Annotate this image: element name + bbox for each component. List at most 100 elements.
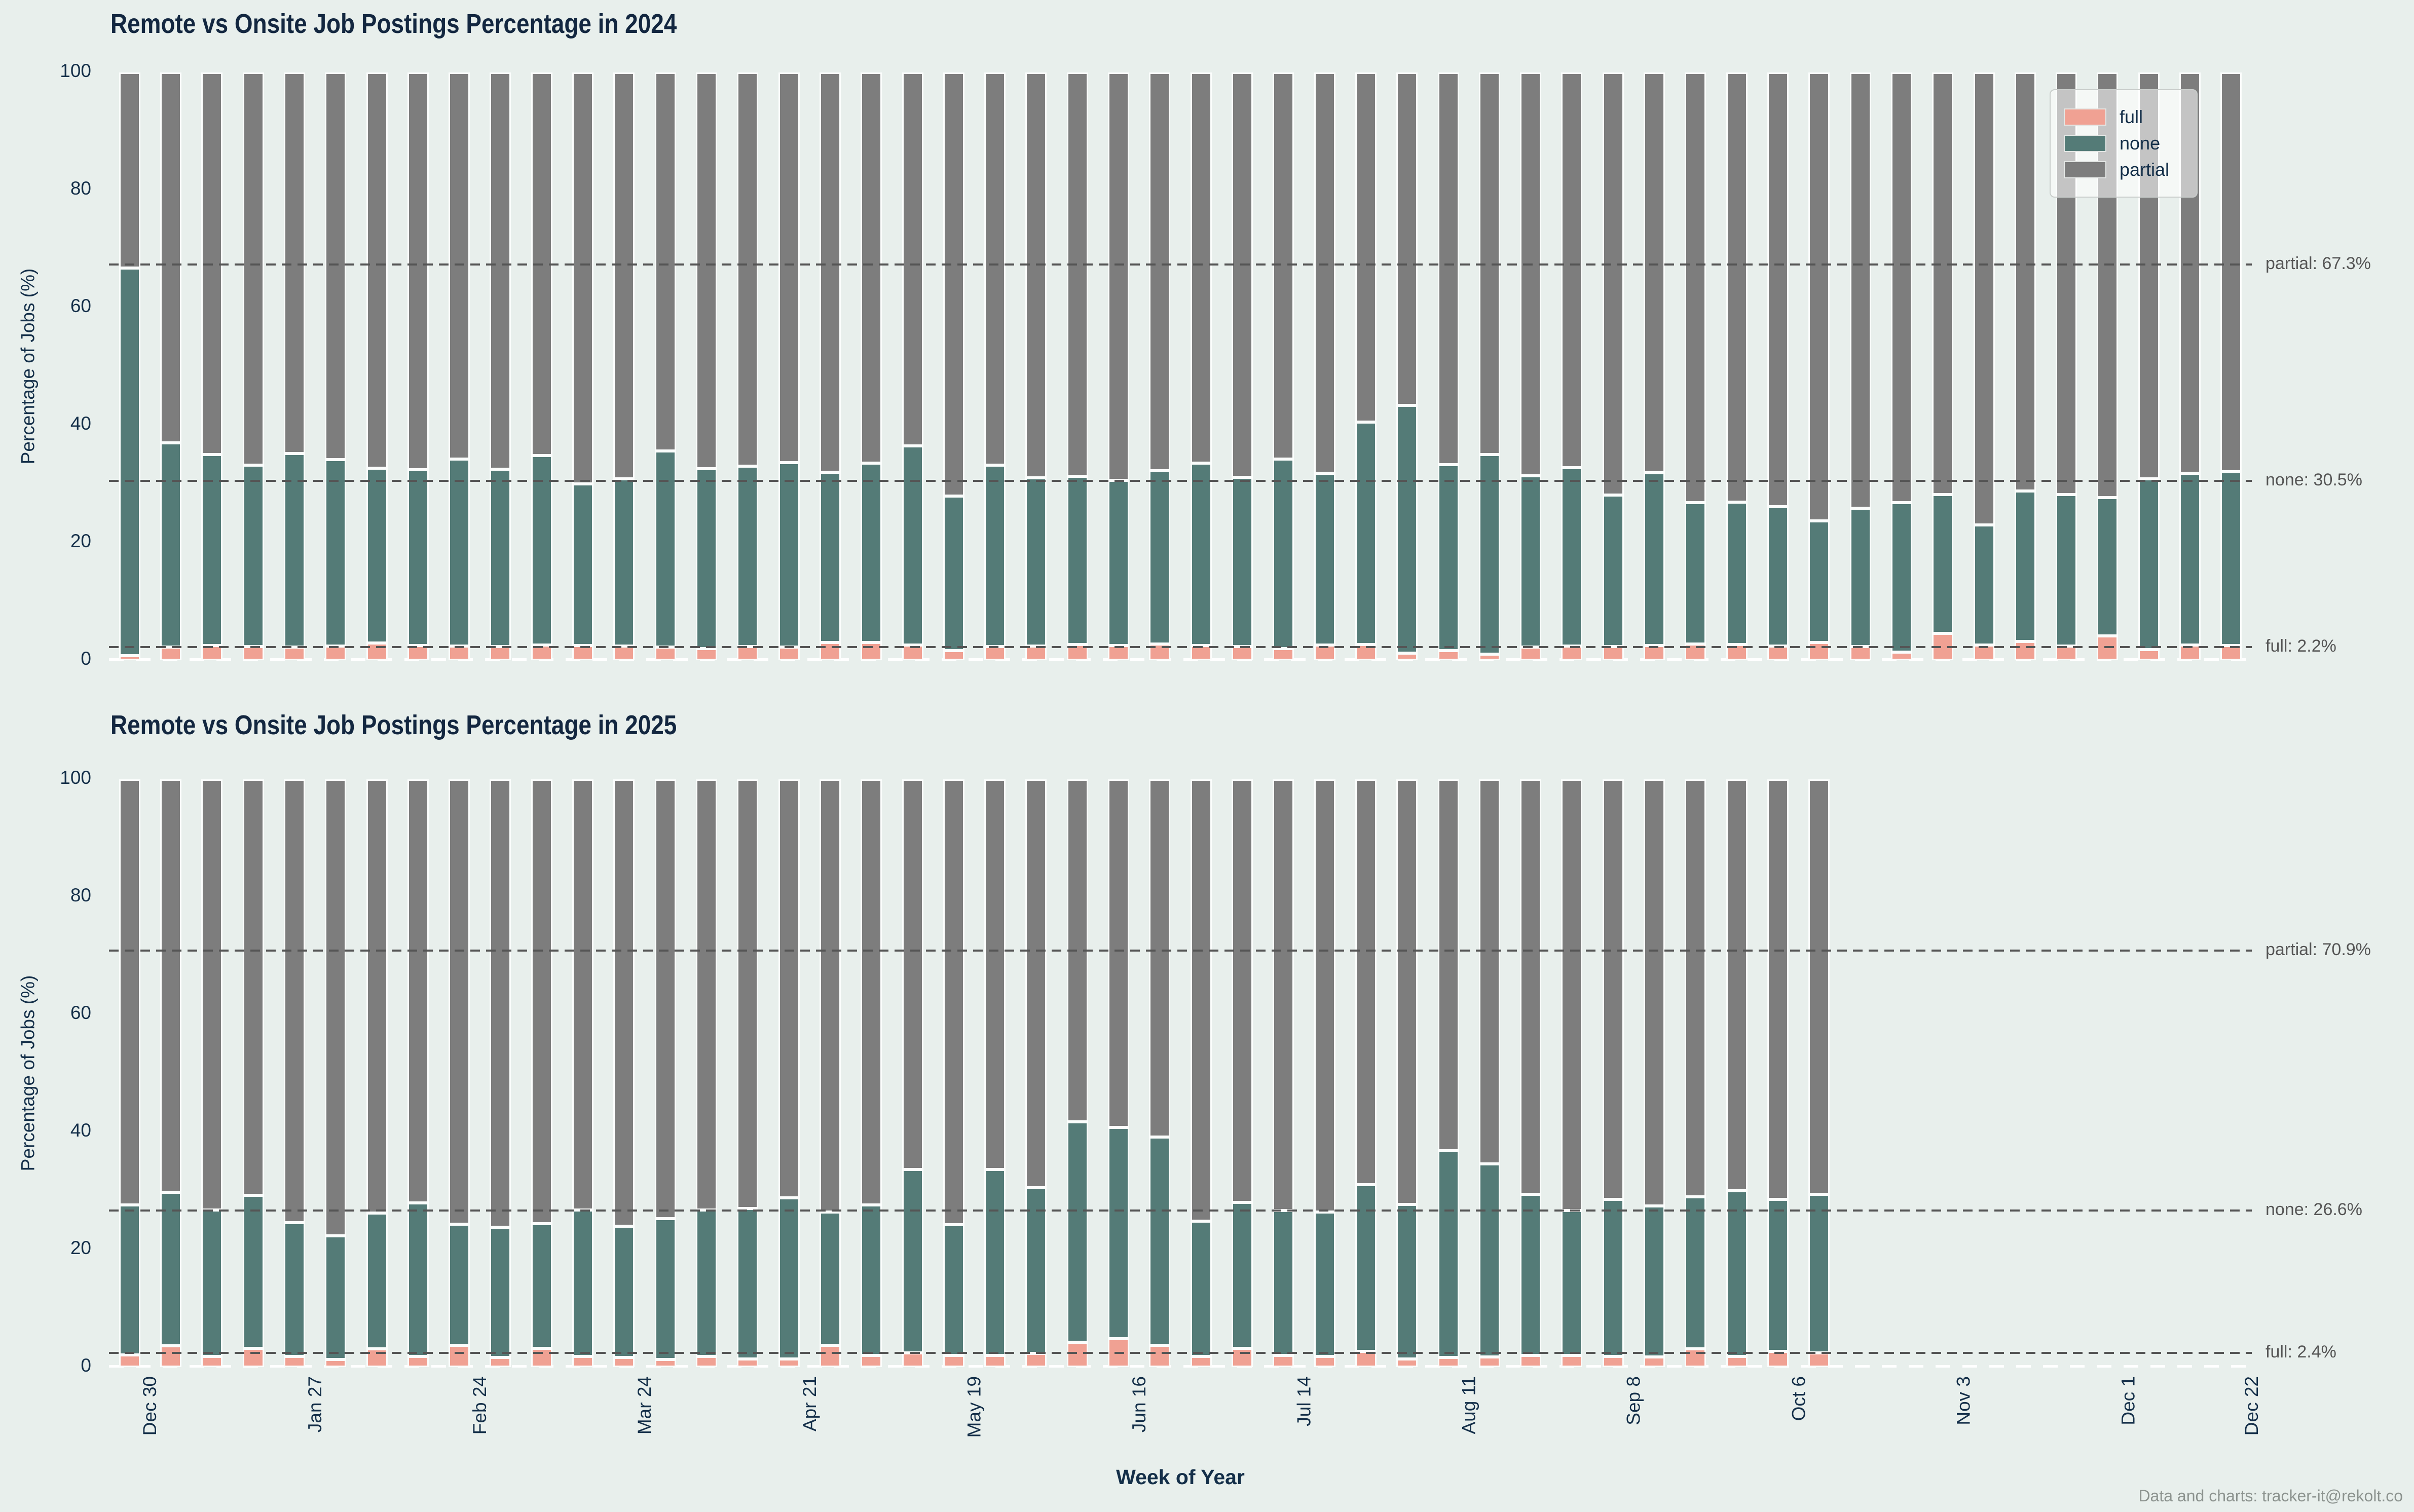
partial-bar-segment [1149, 779, 1170, 1138]
none-bar-segment [696, 1210, 717, 1357]
partial-bar-segment [572, 72, 593, 484]
partial-bar-segment [1396, 72, 1418, 405]
none-bar-segment [284, 1222, 305, 1357]
legend-swatch-partial [2064, 161, 2106, 178]
partial-bar-segment [737, 779, 758, 1208]
partial-bar-segment [449, 779, 470, 1225]
full-bar-segment [1273, 1355, 1294, 1367]
none-bar-segment [1767, 1199, 1789, 1351]
full-bar-segment [1314, 1356, 1335, 1367]
full-bar-segment [243, 647, 264, 660]
y-tick-label: 60 [70, 295, 91, 316]
none-bar-segment [1149, 471, 1170, 644]
partial-bar-segment [1191, 779, 1212, 1222]
annotation-label-partial: partial: 67.3% [2266, 254, 2371, 274]
none-bar-segment [1232, 477, 1253, 647]
partial-bar-segment [696, 72, 717, 469]
none-bar-segment [1932, 494, 1953, 633]
y-tick-label: 100 [60, 767, 91, 788]
full-bar-segment [984, 647, 1006, 660]
partial-bar-segment [325, 72, 346, 460]
annotation-label-full: full: 2.2% [2266, 636, 2336, 656]
full-bar-segment [1438, 1357, 1459, 1367]
partial-bar-segment [1232, 72, 1253, 478]
partial-bar-segment [284, 72, 305, 453]
full-bar-segment [984, 1355, 1006, 1367]
none-bar-segment [1396, 1204, 1418, 1359]
none-bar-segment [160, 442, 181, 648]
partial-bar-segment [696, 779, 717, 1211]
partial-bar-segment [201, 72, 222, 455]
none-bar-segment [407, 1203, 429, 1357]
none-bar-segment [1520, 475, 1541, 648]
partial-bar-segment [778, 779, 800, 1198]
none-bar-segment [449, 459, 470, 647]
full-bar-segment [2015, 641, 2036, 660]
full-bar-segment [201, 1356, 222, 1367]
none-bar-segment [1603, 495, 1624, 647]
none-bar-segment [778, 463, 800, 648]
none-bar-segment [366, 1213, 388, 1349]
y-tick-label: 40 [70, 413, 91, 434]
partial-bar-segment [1767, 72, 1789, 507]
none-bar-segment [1191, 1221, 1212, 1357]
partial-bar-segment [778, 72, 800, 463]
full-bar-segment [655, 647, 676, 660]
none-bar-segment [613, 478, 635, 647]
partial-bar-segment [1025, 72, 1047, 478]
y-tick-label: 40 [70, 1120, 91, 1141]
legend-item-partial: partial [2064, 159, 2183, 180]
partial-bar-segment [449, 72, 470, 460]
none-bar-segment [1191, 463, 1212, 646]
x-tick-label: Jun 16 [1129, 1376, 1150, 1433]
none-bar-segment [984, 465, 1006, 647]
legend-label: none [2120, 133, 2161, 154]
partial-bar-segment [160, 779, 181, 1193]
x-tick-label: Dec 22 [2241, 1376, 2262, 1436]
annotation-label-none: none: 30.5% [2266, 470, 2362, 490]
full-bar-segment [160, 1346, 181, 1367]
credit-text: Data and charts: tracker-it@rekolt.co [2138, 1487, 2403, 1505]
partial-bar-segment [1726, 72, 1748, 502]
chart-2024-title: Remote vs Onsite Job Postings Percentage… [110, 9, 677, 39]
partial-bar-segment [1644, 779, 1665, 1206]
partial-bar-segment [1273, 72, 1294, 460]
full-bar-segment [1273, 648, 1294, 660]
full-bar-segment [1232, 647, 1253, 660]
partial-bar-segment [119, 72, 140, 269]
x-tick-label: Mar 24 [634, 1376, 655, 1435]
none-bar-segment [201, 455, 222, 646]
legend-label: partial [2120, 159, 2170, 180]
full-bar-segment [655, 1359, 676, 1367]
full-bar-segment [243, 1348, 264, 1367]
full-bar-segment [284, 1356, 305, 1367]
partial-bar-segment [1108, 72, 1129, 481]
x-tick-label: Aug 11 [1458, 1376, 1479, 1434]
x-tick-label: Nov 3 [1953, 1376, 1974, 1425]
partial-bar-segment [1355, 72, 1377, 423]
none-bar-segment [1273, 1211, 1294, 1355]
full-bar-segment [407, 1356, 429, 1367]
full-bar-segment [737, 647, 758, 660]
partial-bar-segment [1891, 72, 1912, 503]
full-bar-segment [1891, 652, 1912, 660]
none-bar-segment [490, 1227, 511, 1358]
none-bar-segment [613, 1226, 635, 1358]
none-bar-segment [1808, 1194, 1830, 1353]
full-bar-segment [1808, 642, 1830, 660]
none-bar-segment [655, 451, 676, 648]
none-bar-segment [1644, 1206, 1665, 1357]
full-bar-segment [119, 655, 140, 660]
partial-bar-segment [1603, 779, 1624, 1200]
none-bar-segment [861, 1204, 882, 1355]
full-bar-segment [943, 1355, 964, 1367]
none-bar-segment [1479, 455, 1500, 655]
annotation-line-partial [109, 949, 2252, 952]
none-bar-segment [1685, 503, 1706, 644]
partial-bar-segment [490, 72, 511, 469]
none-bar-segment [119, 268, 140, 656]
partial-bar-segment [490, 779, 511, 1227]
partial-bar-segment [160, 72, 181, 443]
partial-bar-segment [1438, 779, 1459, 1151]
full-bar-segment [737, 1358, 758, 1367]
